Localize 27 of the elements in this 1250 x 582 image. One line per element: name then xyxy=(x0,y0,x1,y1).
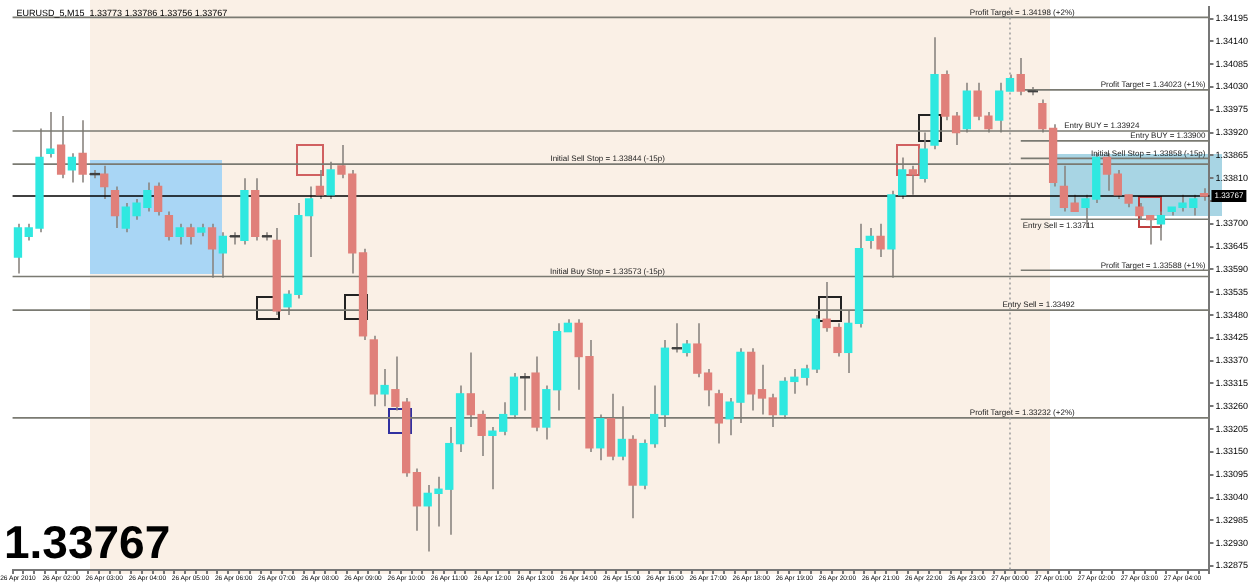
candlestick xyxy=(596,413,605,461)
annotation: 1.33767 xyxy=(4,516,171,568)
candlestick xyxy=(67,152,77,184)
candlestick xyxy=(962,82,972,134)
candlestick xyxy=(207,223,217,279)
candlestick xyxy=(100,165,109,200)
candlestick xyxy=(617,405,626,461)
candlestick xyxy=(714,388,724,445)
candlestick xyxy=(153,181,163,217)
candlestick xyxy=(326,160,335,200)
candlestick xyxy=(56,115,66,180)
candlestick xyxy=(164,210,174,242)
candlestick xyxy=(315,169,325,200)
candlestick xyxy=(251,177,260,242)
candlestick xyxy=(186,223,195,246)
candlestick xyxy=(1016,57,1025,97)
candlestick xyxy=(110,185,120,229)
candlestick xyxy=(628,434,637,520)
candlestick xyxy=(380,368,389,408)
candlestick xyxy=(908,165,918,196)
candlestick xyxy=(218,231,227,279)
candlestick xyxy=(876,223,885,258)
candlestick xyxy=(919,131,928,184)
candlestick xyxy=(175,223,184,246)
candlestick xyxy=(1156,210,1166,242)
candlestick xyxy=(78,119,87,184)
candlestick xyxy=(606,393,616,461)
